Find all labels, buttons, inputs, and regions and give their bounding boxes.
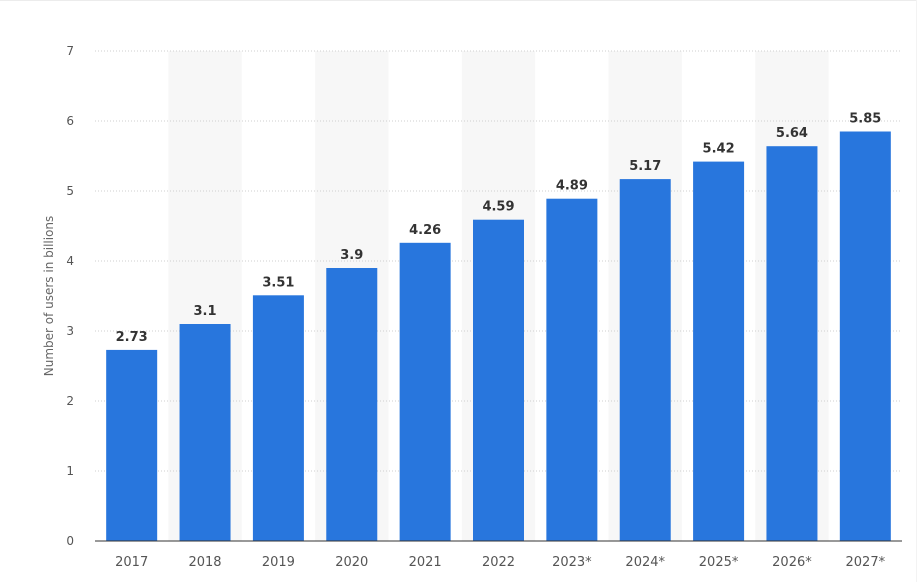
x-axis-tick-labels: 2017 2018 2019 2020 2021 2022 2023* 2024* 2025* 2… xyxy=(115,555,885,570)
y-tick-label: 7 xyxy=(66,44,74,58)
bars xyxy=(106,131,891,542)
x-tick-label: 2019 xyxy=(262,555,295,570)
bar-value-label: 4.59 xyxy=(482,200,514,215)
bar xyxy=(106,349,158,541)
bar xyxy=(839,131,891,541)
bar-value-label: 3.51 xyxy=(262,275,294,290)
bar xyxy=(252,295,304,541)
bar-value-label: 5.64 xyxy=(776,126,808,141)
y-tick-label: 6 xyxy=(66,114,74,128)
bar-value-label: 4.26 xyxy=(409,223,441,238)
bar-value-label: 5.42 xyxy=(703,142,735,157)
bar xyxy=(766,146,818,541)
x-tick-label: 2023* xyxy=(552,555,592,570)
y-tick-label: 5 xyxy=(66,184,74,198)
y-tick-label: 3 xyxy=(66,324,74,338)
x-tick-label: 2020 xyxy=(335,555,368,570)
bar-value-label: 4.89 xyxy=(556,179,588,194)
x-tick-label: 2021 xyxy=(409,555,442,570)
bar xyxy=(693,161,745,541)
bar xyxy=(619,179,671,541)
bar-value-label: 5.17 xyxy=(629,159,661,174)
x-tick-label: 2025* xyxy=(699,555,739,570)
y-tick-label: 2 xyxy=(66,394,74,408)
y-tick-label: 4 xyxy=(66,254,74,268)
y-tick-label: 1 xyxy=(66,464,74,478)
x-tick-label: 2022 xyxy=(482,555,515,570)
bar xyxy=(179,324,231,541)
x-tick-label: 2017 xyxy=(115,555,148,570)
bar xyxy=(399,242,451,542)
x-tick-label: 2024* xyxy=(625,555,665,570)
bar-value-label: 3.1 xyxy=(194,304,217,319)
x-tick-label: 2018 xyxy=(188,555,221,570)
bar xyxy=(326,268,378,541)
bar xyxy=(473,219,524,541)
x-tick-label: 2027* xyxy=(846,555,886,570)
bar-value-label: 3.9 xyxy=(340,248,363,263)
top-border xyxy=(0,0,917,1)
bar xyxy=(546,198,598,541)
x-tick-label: 2026* xyxy=(772,555,812,570)
bar-value-label: 2.73 xyxy=(116,330,148,345)
y-axis-tick-labels: 0 1 2 3 4 5 6 7 xyxy=(66,44,74,548)
bar-value-label: 5.85 xyxy=(849,112,881,127)
value-labels: 2.73 3.1 3.51 3.9 4.26 4.59 4.89 5.17 5.42 5.64 5.… xyxy=(116,112,882,345)
y-axis-title: Number of users in billions xyxy=(42,216,56,377)
y-tick-label: 0 xyxy=(66,534,74,548)
